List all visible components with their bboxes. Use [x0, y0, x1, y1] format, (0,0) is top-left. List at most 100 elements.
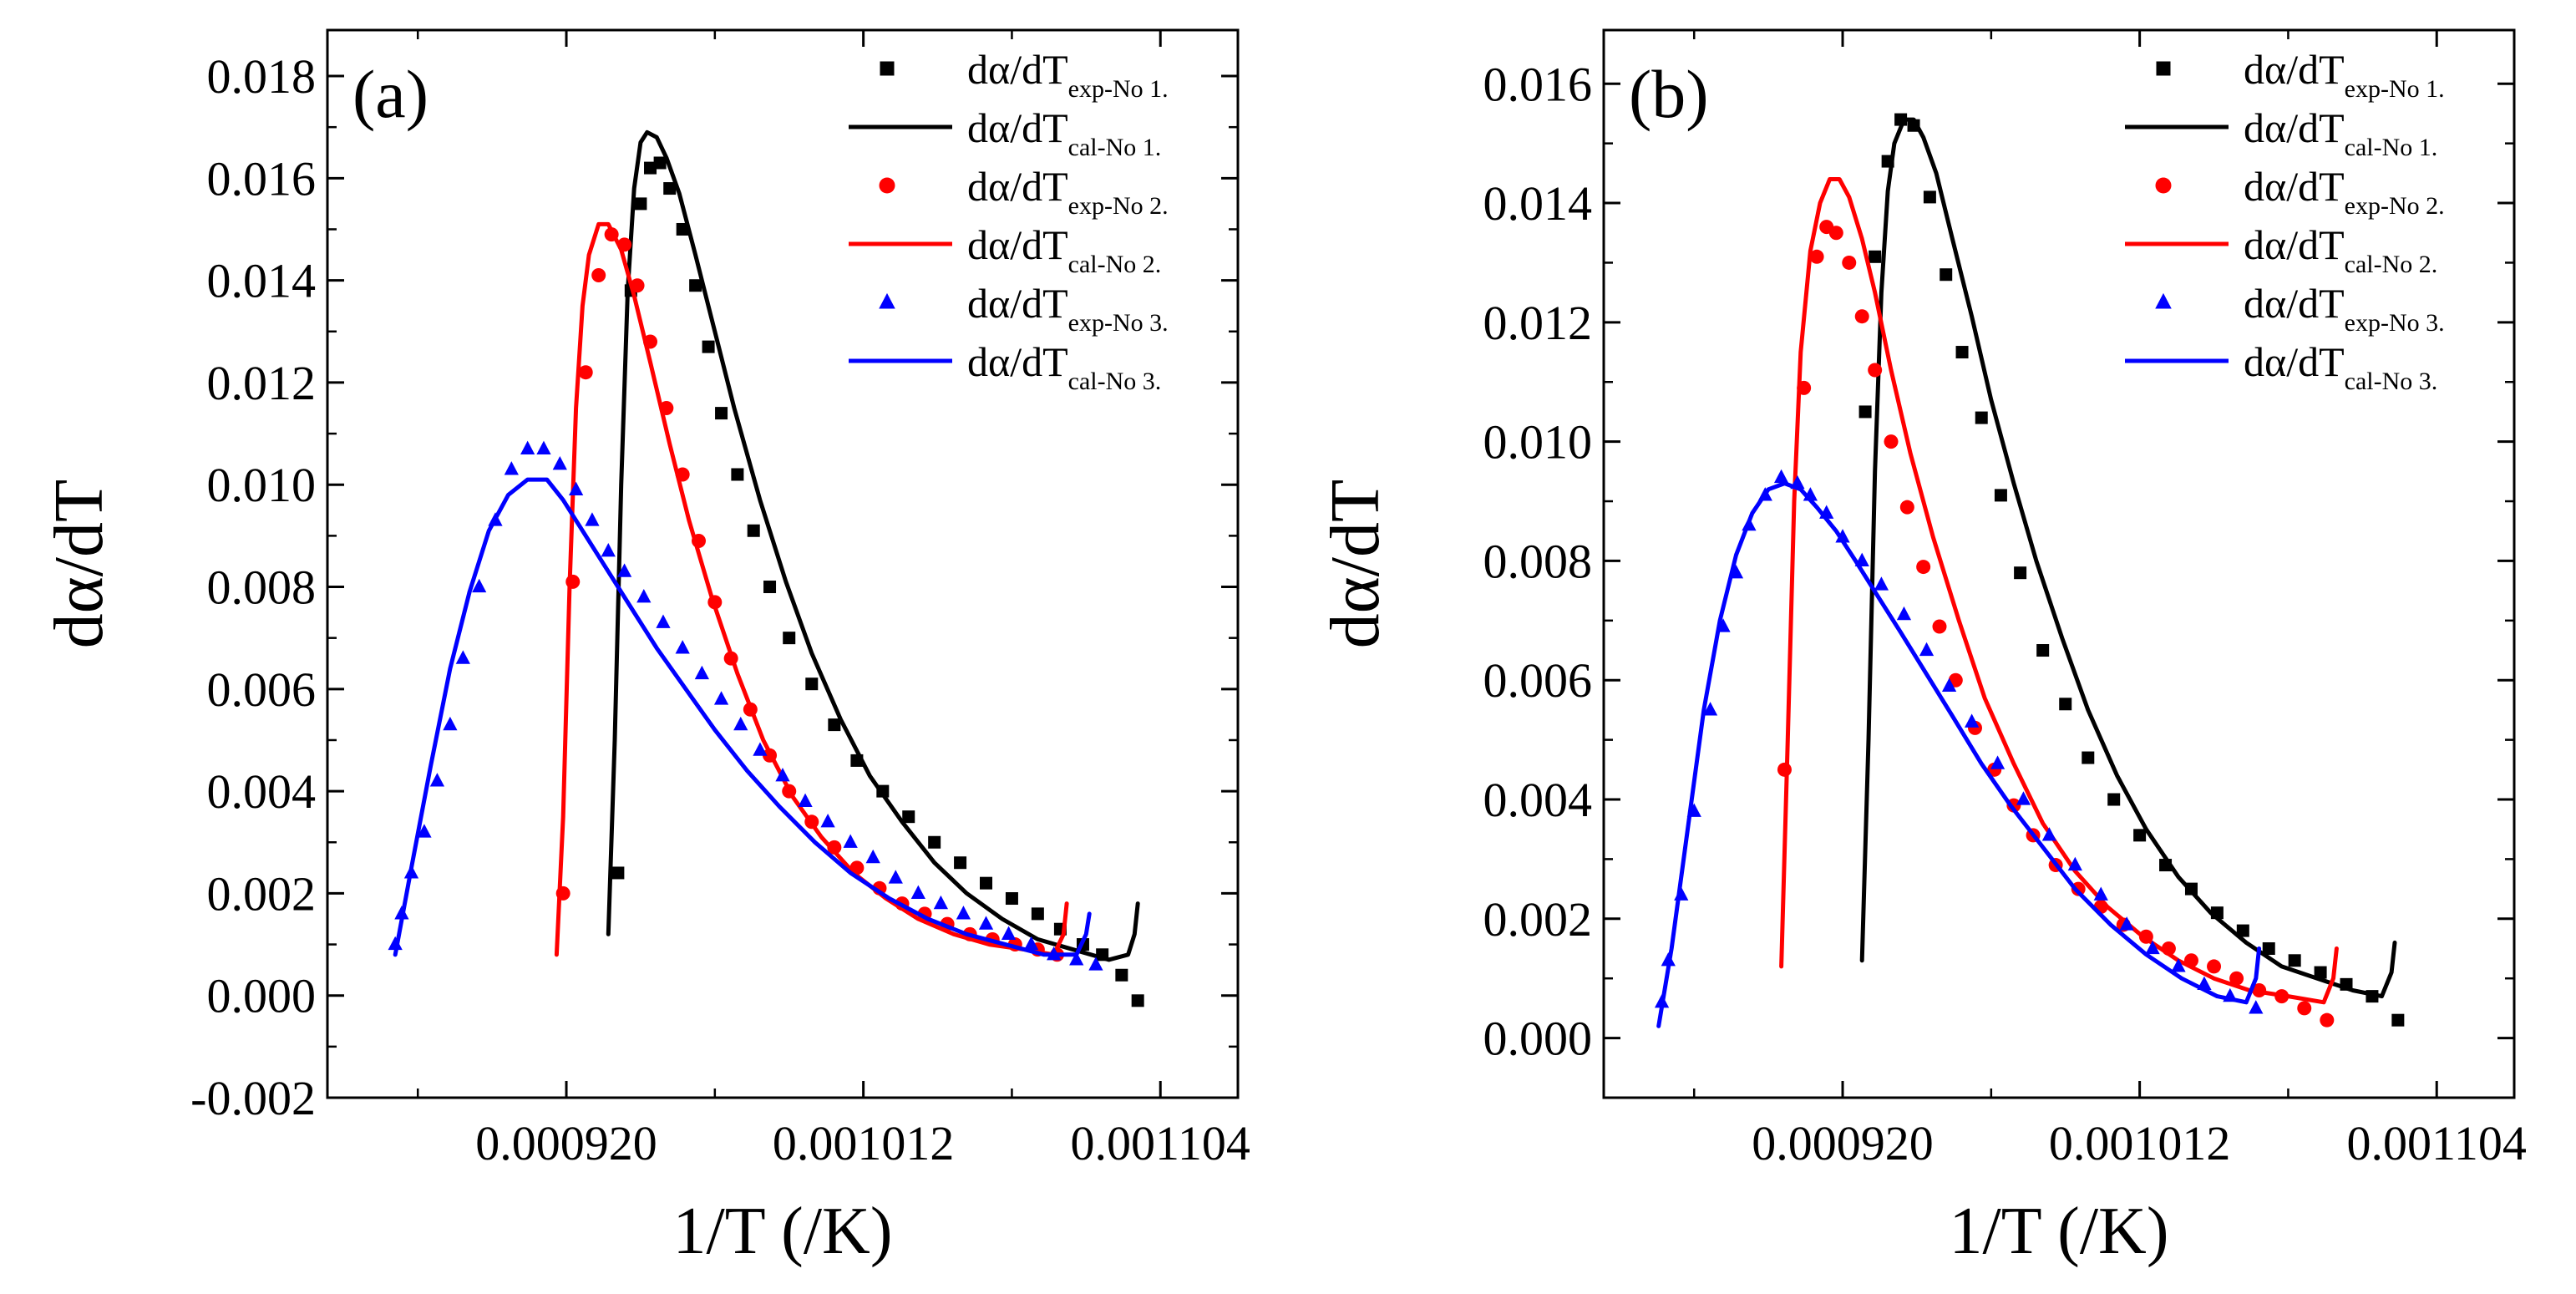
- scatter-point: [2107, 793, 2121, 806]
- scatter-point: [2297, 1001, 2312, 1016]
- scatter-point: [2288, 954, 2301, 967]
- x-tick-label: 0.000920: [1752, 1116, 1934, 1170]
- scatter-point: [2014, 566, 2027, 580]
- scatter-point: [1858, 405, 1872, 419]
- scatter-point: [689, 279, 702, 292]
- scatter-point: [1088, 957, 1103, 971]
- y-tick-label: 0.004: [207, 764, 317, 819]
- scatter-point: [1941, 677, 1957, 692]
- legend-label: dα/dTcal-No 3.: [967, 338, 1161, 395]
- legend-main-text: dα/dT: [2244, 163, 2345, 210]
- legend-subscript: exp-No 1.: [1068, 75, 1169, 103]
- scatter-point: [2249, 1000, 2264, 1014]
- scatter-point: [775, 768, 790, 782]
- scatter-point: [1965, 713, 1980, 728]
- scatter-point: [805, 677, 819, 691]
- scatter-point: [2133, 829, 2147, 842]
- scatter-point: [747, 524, 760, 537]
- plot-frame: [326, 28, 1240, 1099]
- legend-label: dα/dTcal-No 2.: [2244, 221, 2437, 278]
- y-tick-label: 0.014: [207, 254, 317, 308]
- y-tick-label: 0.012: [207, 356, 317, 410]
- scatter-point: [663, 182, 677, 195]
- fit-line: [1779, 177, 2339, 1005]
- scatter-point: [1868, 363, 1883, 378]
- legend-main-text: dα/dT: [967, 46, 1068, 93]
- scatter-point: [902, 810, 915, 824]
- scatter-point: [763, 581, 777, 594]
- scatter-point: [536, 440, 551, 455]
- legend-subscript: cal-No 1.: [2345, 134, 2438, 161]
- scatter-point: [2236, 924, 2249, 937]
- scatter-point: [1842, 255, 1857, 270]
- scatter-point: [1115, 968, 1128, 982]
- legend-main-text: dα/dT: [2244, 46, 2345, 93]
- scatter-point: [1994, 489, 2007, 502]
- legend-item: dα/dTcal-No 1.: [849, 104, 1161, 161]
- scatter-point: [828, 718, 841, 732]
- legend-marker: [880, 61, 895, 76]
- scatter-point: [429, 773, 445, 787]
- scatter-point: [702, 340, 715, 353]
- scatter-point: [1131, 994, 1144, 1007]
- scatter-point: [2145, 940, 2160, 955]
- scatter-point: [2229, 971, 2244, 986]
- scatter-point: [591, 268, 606, 283]
- scatter-point: [568, 481, 584, 495]
- scatter-point: [1854, 309, 1869, 324]
- scatter-point: [417, 824, 432, 838]
- scatter-point: [2171, 958, 2186, 972]
- scatter-point: [753, 742, 768, 756]
- legend-item: dα/dTexp-No 2.: [879, 163, 1169, 220]
- scatter-point: [1940, 268, 1953, 282]
- series-2: [1859, 117, 2397, 999]
- scatter-point: [1916, 560, 1931, 575]
- scatter-point: [2016, 791, 2031, 805]
- legend-label: dα/dTexp-No 3.: [2244, 280, 2445, 337]
- legend-subscript: cal-No 2.: [2345, 251, 2438, 278]
- legend-marker: [879, 292, 895, 309]
- y-tick-label: 0.018: [207, 49, 317, 104]
- legend-subscript: cal-No 3.: [2345, 368, 2438, 395]
- scatter-point: [1899, 500, 1914, 515]
- y-tick-label: 0.006: [1483, 653, 1593, 708]
- fit-line: [1859, 117, 2397, 999]
- legend-subscript: exp-No 3.: [1068, 309, 1169, 337]
- scatter-point: [2093, 886, 2108, 901]
- y-tick-label: 0.016: [1483, 57, 1593, 111]
- legend-main-text: dα/dT: [967, 163, 1068, 210]
- panel-label: (a): [352, 56, 428, 132]
- scatter-point: [928, 835, 941, 849]
- scatter-point: [585, 512, 600, 526]
- scatter-point: [634, 197, 647, 211]
- x-tick-label: 0.001012: [2049, 1116, 2231, 1170]
- legend-main-text: dα/dT: [2244, 104, 2345, 151]
- scatter-point: [2262, 942, 2275, 956]
- x-tick-label: 0.001104: [1071, 1116, 1250, 1170]
- scatter-point: [731, 468, 744, 481]
- scatter-point: [675, 640, 690, 654]
- legend-label: dα/dTcal-No 2.: [967, 221, 1161, 278]
- legend-main-text: dα/dT: [2244, 221, 2345, 268]
- legend-subscript: exp-No 3.: [2345, 309, 2445, 337]
- scatter-point: [2391, 1013, 2405, 1027]
- y-tick-label: 0.000: [1483, 1012, 1593, 1066]
- legend-label: dα/dTcal-No 3.: [2244, 338, 2437, 395]
- scatter-point: [504, 461, 519, 475]
- scatter-point: [676, 222, 689, 236]
- scatter-point: [1031, 907, 1044, 921]
- scatter-point: [1828, 226, 1843, 241]
- scatter-point: [694, 665, 709, 680]
- series-6: [1656, 481, 2262, 1028]
- scatter-point: [2119, 916, 2134, 931]
- scatter-point: [578, 365, 593, 380]
- scatter-point: [2041, 827, 2057, 841]
- legend-main-text: dα/dT: [2244, 280, 2345, 327]
- scatter-point: [2067, 856, 2082, 871]
- scatter-point: [954, 856, 967, 870]
- y-tick-label: -0.002: [190, 1071, 316, 1125]
- scatter-point: [1069, 951, 1084, 966]
- legend-label: dα/dTexp-No 2.: [2244, 163, 2445, 220]
- scatter-point: [472, 578, 487, 593]
- scatter-point: [888, 870, 903, 884]
